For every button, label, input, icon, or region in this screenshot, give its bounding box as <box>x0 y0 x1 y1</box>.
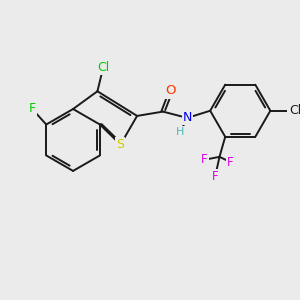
Text: F: F <box>28 102 35 115</box>
Text: F: F <box>227 155 234 169</box>
Text: F: F <box>201 153 208 166</box>
Text: O: O <box>166 85 176 98</box>
Text: H: H <box>176 127 184 137</box>
Text: Cl: Cl <box>289 104 300 117</box>
Text: S: S <box>116 138 124 151</box>
Text: F: F <box>212 170 218 183</box>
Text: N: N <box>183 111 192 124</box>
Text: Cl: Cl <box>97 61 109 74</box>
